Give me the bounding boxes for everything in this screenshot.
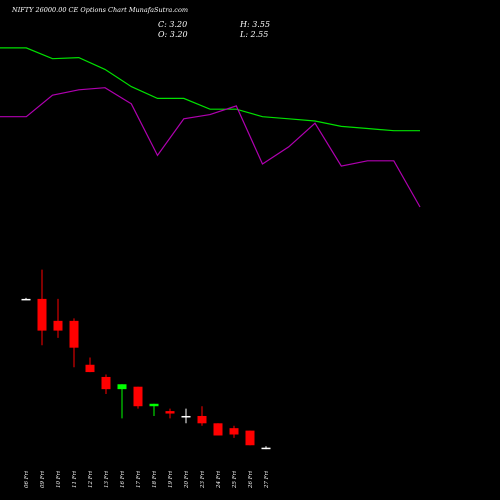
candle-body <box>21 298 31 301</box>
x-tick-label: 19 Fri <box>168 471 174 488</box>
candle-body <box>149 403 159 407</box>
candle-body <box>165 411 175 414</box>
x-tick-label: 27 Fri <box>264 471 270 489</box>
x-tick-label: 24 Fri <box>216 471 222 489</box>
candle-body <box>101 376 111 390</box>
chart-title: NIFTY 26000.00 CE Options Chart MunafaSu… <box>12 6 189 14</box>
candle-body <box>261 447 271 450</box>
close-value: C: 3.20 <box>158 20 188 29</box>
ma-short-line <box>0 47 420 132</box>
ma-long-line <box>0 87 421 208</box>
x-tick-label: 11 Fri <box>72 471 78 488</box>
candle-body <box>53 320 63 331</box>
candle-body <box>69 320 79 348</box>
candle-body <box>229 428 239 435</box>
candle-body <box>133 386 143 407</box>
candle-body <box>197 415 207 424</box>
x-tick-label: 06 Fri <box>24 471 30 488</box>
open-value: O: 3.20 <box>158 30 188 39</box>
candle-body <box>181 415 191 418</box>
x-tick-label: 17 Fri <box>136 471 142 488</box>
x-tick-label: 18 Fri <box>152 471 158 488</box>
x-tick-label: 16 Fri <box>120 471 126 488</box>
x-tick-label: 23 Fri <box>200 471 206 489</box>
candle-body <box>213 423 223 436</box>
x-tick-label: 10 Fri <box>56 471 62 488</box>
x-tick-label: 20 Fri <box>184 471 190 489</box>
candle-body <box>245 430 255 446</box>
high-value: H: 3.55 <box>240 20 271 29</box>
x-tick-label: 12 Fri <box>88 471 94 488</box>
x-tick-label: 09 Fri <box>40 471 46 488</box>
x-tick-label: 13 Fri <box>104 471 110 488</box>
candle-body <box>117 384 127 390</box>
candle-body <box>37 298 47 331</box>
x-tick-label: 26 Fri <box>248 471 254 489</box>
low-value: L: 2.55 <box>240 30 269 39</box>
candle-body <box>85 364 95 373</box>
x-tick-label: 25 Fri <box>232 471 238 489</box>
